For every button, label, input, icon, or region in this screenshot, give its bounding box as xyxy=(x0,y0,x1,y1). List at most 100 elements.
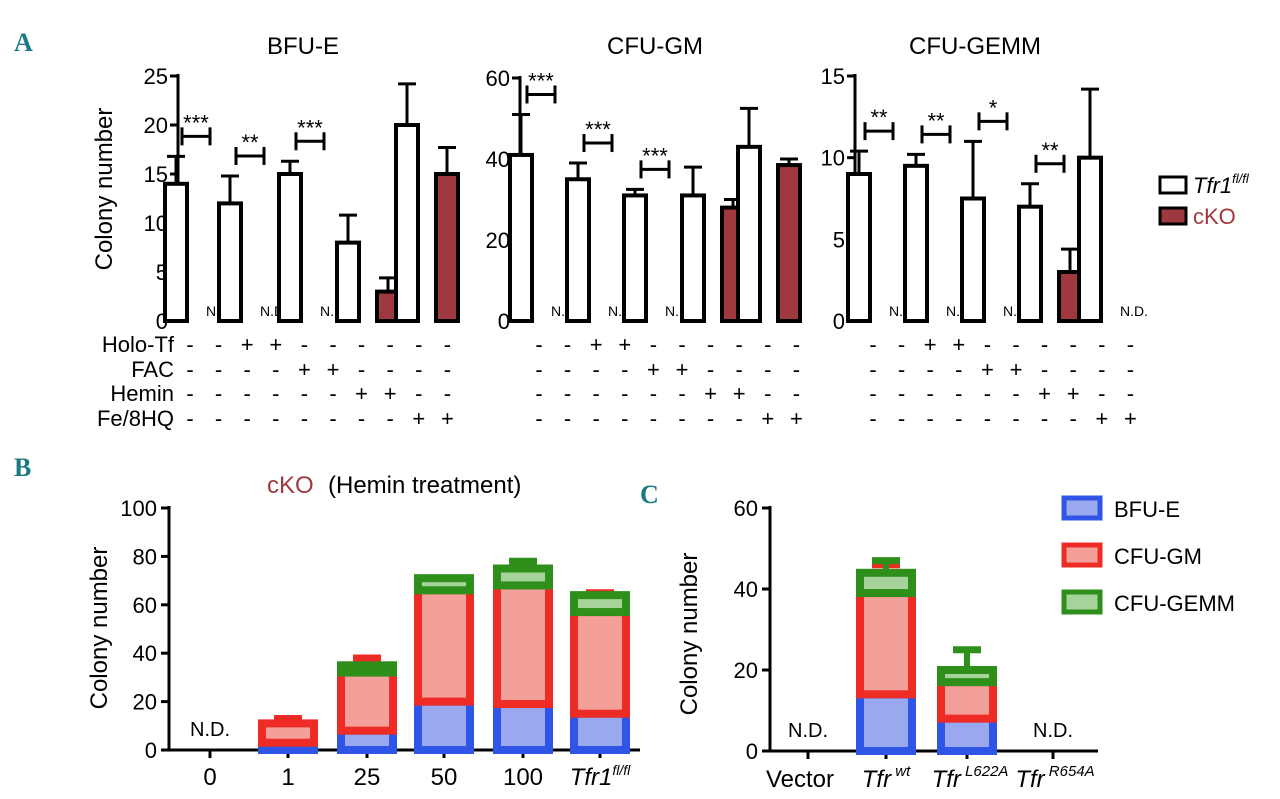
condition-sign: - xyxy=(301,406,308,431)
bar-wt xyxy=(903,163,929,323)
y-tick-label: 0 xyxy=(746,739,758,764)
condition-sign: - xyxy=(244,381,251,406)
legend-swatch-bfue xyxy=(1061,495,1103,521)
condition-sign: + xyxy=(981,357,994,382)
y-tick-label: 20 xyxy=(734,658,758,683)
condition-sign: - xyxy=(793,357,800,382)
condition-sign: - xyxy=(650,381,657,406)
condition-sign: + xyxy=(269,332,282,357)
condition-sign: - xyxy=(564,406,571,431)
condition-sign: - xyxy=(244,406,251,431)
bar-cfugm xyxy=(937,678,997,723)
condition-sign: + xyxy=(1010,357,1023,382)
condition-sign: - xyxy=(678,406,685,431)
y-tick-label: 60 xyxy=(133,593,157,618)
panel-letter-c: C xyxy=(640,480,659,509)
condition-sign: - xyxy=(1070,332,1077,357)
bar-wt xyxy=(277,172,303,323)
nd-label: N.D. xyxy=(788,720,828,742)
condition-sign: - xyxy=(927,357,934,382)
condition-sign: - xyxy=(535,357,542,382)
condition-sign: + xyxy=(761,406,774,431)
condition-sign: - xyxy=(415,332,422,357)
condition-sign: - xyxy=(898,357,905,382)
condition-sign: - xyxy=(415,357,422,382)
condition-sign: + xyxy=(355,381,368,406)
legend-label-bfue: BFU-E xyxy=(1114,497,1180,522)
condition-sign: + xyxy=(298,357,311,382)
condition-sign: - xyxy=(186,332,193,357)
condition-sign: - xyxy=(764,332,771,357)
bar-wt xyxy=(1077,155,1103,323)
condition-sign: + xyxy=(790,406,803,431)
condition-sign: - xyxy=(869,381,876,406)
y-tick-label: 80 xyxy=(133,544,157,569)
condition-sign: - xyxy=(329,381,336,406)
bar-ko xyxy=(434,172,460,323)
condition-sign: - xyxy=(869,406,876,431)
chart-cfugm: 0204060N.D.N.D.N.D.*********--++--------… xyxy=(486,66,803,431)
y-tick-label: 20 xyxy=(486,228,510,253)
condition-sign: + xyxy=(590,332,603,357)
condition-sign: - xyxy=(272,406,279,431)
legend-label-cfugemm: CFU-GEMM xyxy=(1114,591,1235,616)
legend-swatch-cfugemm xyxy=(1061,589,1103,615)
bar-bfue xyxy=(856,690,916,755)
condition-sign: + xyxy=(618,332,631,357)
condition-sign: - xyxy=(593,406,600,431)
y-tick-label: 20 xyxy=(133,690,157,715)
bar-cfugemm xyxy=(856,568,916,598)
condition-sign: - xyxy=(707,357,714,382)
sig-stars: ** xyxy=(241,130,259,155)
legend-swatch-wt xyxy=(1158,175,1188,195)
bar-bfue xyxy=(570,709,630,755)
condition-sign: - xyxy=(707,332,714,357)
bar-cfugm xyxy=(337,668,397,735)
condition-sign: - xyxy=(358,332,365,357)
x-tick-label: 100 xyxy=(503,764,543,791)
bar-cfugm xyxy=(414,586,474,706)
bar-wt xyxy=(335,240,361,324)
y-axis-label-b: Colony number xyxy=(86,547,113,710)
chart-bfue: 0510152025N.D.N.D.N.D.********--++------… xyxy=(144,64,460,431)
condition-sign: - xyxy=(1041,332,1048,357)
sig-stars: *** xyxy=(528,68,554,93)
condition-sign: - xyxy=(764,381,771,406)
y-tick-label: 0 xyxy=(833,309,845,334)
condition-sign: - xyxy=(869,357,876,382)
y-tick-label: 60 xyxy=(486,66,510,91)
nd-label: N.D. xyxy=(190,719,230,741)
condition-sign: - xyxy=(621,381,628,406)
condition-sign: - xyxy=(358,406,365,431)
sig-stars: *** xyxy=(585,117,611,142)
y-tick-label: 0 xyxy=(145,738,157,763)
nd-label: N.D. xyxy=(1033,720,1073,742)
nd-label: N.D. xyxy=(1120,303,1148,319)
condition-sign: - xyxy=(186,381,193,406)
condition-sign: - xyxy=(1098,357,1105,382)
condition-sign: - xyxy=(564,332,571,357)
condition-sign: - xyxy=(564,357,571,382)
condition-sign: - xyxy=(955,381,962,406)
condition-sign: - xyxy=(1098,381,1105,406)
condition-sign: - xyxy=(764,357,771,382)
condition-sign: + xyxy=(327,357,340,382)
x-tick-label: Tfr wt xyxy=(862,763,911,793)
bar-cfugm xyxy=(856,589,916,699)
condition-sign: - xyxy=(329,406,336,431)
condition-sign: - xyxy=(244,357,251,382)
x-tick-label: 25 xyxy=(354,764,381,791)
x-tick-label: Tfr R654A xyxy=(1015,763,1094,793)
condition-sign: - xyxy=(1127,332,1134,357)
condition-sign: - xyxy=(678,381,685,406)
condition-sign: + xyxy=(676,357,689,382)
x-tick-label: Vector xyxy=(766,766,834,793)
sig-stars: ** xyxy=(1041,138,1059,163)
condition-sign: - xyxy=(707,406,714,431)
chart-title-cfugemm: CFU-GEMM xyxy=(909,33,1041,60)
condition-sign: - xyxy=(984,381,991,406)
panel-letter-b: B xyxy=(14,453,31,482)
bar-wt xyxy=(736,144,762,323)
chart-title-bfue: BFU-E xyxy=(267,33,339,60)
